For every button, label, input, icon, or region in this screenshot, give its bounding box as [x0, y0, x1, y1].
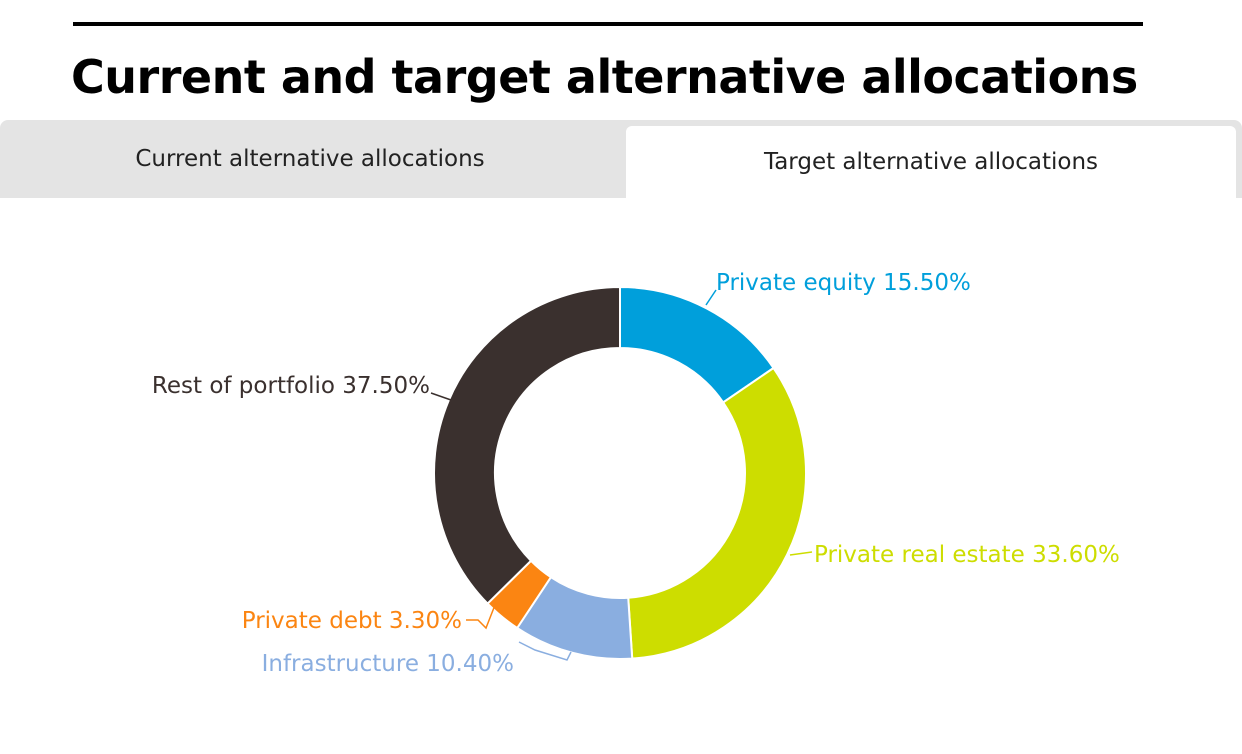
label-private-real-estate: Private real estate 33.60% [814, 542, 1120, 568]
page-title: Current and target alternative allocatio… [71, 50, 1138, 104]
tab-current-allocations[interactable]: Current alternative allocations [135, 146, 485, 172]
slice-private-real-estate[interactable] [627, 366, 807, 660]
tab-target-allocations[interactable]: Target alternative allocations [626, 126, 1236, 198]
leader-line-private-real-estate [789, 551, 813, 556]
leader-line-private-equity [705, 289, 717, 306]
leader-line-rest-of-portfolio [430, 392, 452, 401]
label-rest-of-portfolio: Rest of portfolio 37.50% [152, 373, 430, 399]
label-infrastructure: Infrastructure 10.40% [262, 651, 514, 677]
slice-rest-of-portfolio[interactable] [433, 285, 621, 606]
leader-line-private-debt [466, 604, 496, 630]
label-private-debt: Private debt 3.30% [242, 608, 462, 634]
leader-line-infrastructure [518, 641, 572, 661]
label-private-equity: Private equity 15.50% [716, 270, 971, 296]
top-rule-divider [73, 22, 1143, 26]
